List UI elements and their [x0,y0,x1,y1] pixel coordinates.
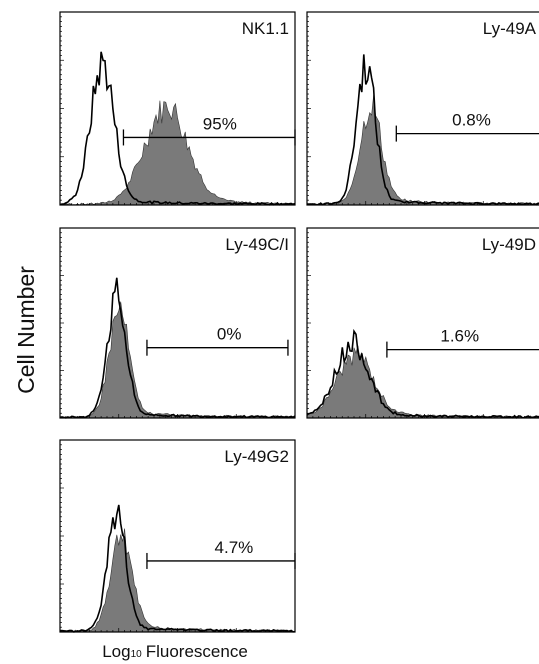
panel-title: Ly-49D [482,235,536,254]
x-label-base: Log [102,642,130,661]
panel-frame [306,11,539,206]
panel-title: Ly-49A [483,19,537,38]
control-histogram [307,54,539,206]
histogram-panel: Ly-49D 1.6% [306,227,539,419]
gate-percentage: 95% [203,114,237,133]
control-histogram [59,504,296,633]
panel-frame [59,439,296,633]
gate-percentage: 4.7% [215,538,254,557]
gate-percentage: 1.6% [440,327,479,346]
histogram-panel: NK1.1 95% [59,11,296,206]
histogram-panel: Ly-49A 0.8% [306,11,539,206]
x-label-sub: 10 [131,649,143,660]
panel-title: Ly-49G2 [224,447,289,466]
panel-title: NK1.1 [242,19,289,38]
panel-frame [59,227,296,419]
x-axis-label: Log10 Fluorescence [102,642,248,661]
stained-histogram [59,100,296,206]
histogram-panel: Ly-49G2 4.7% [59,439,296,633]
panel-title: Ly-49C/I [225,235,289,254]
stained-histogram [59,528,296,633]
stained-histogram [306,345,539,419]
histogram-panel: Ly-49C/I 0% [59,227,296,419]
stained-histogram [59,301,296,419]
y-axis-label: Cell Number [13,266,39,394]
gate-percentage: 0% [217,325,242,344]
stained-histogram [306,95,539,206]
gate-percentage: 0.8% [452,111,491,130]
x-label-rest: Fluorescence [146,642,248,661]
